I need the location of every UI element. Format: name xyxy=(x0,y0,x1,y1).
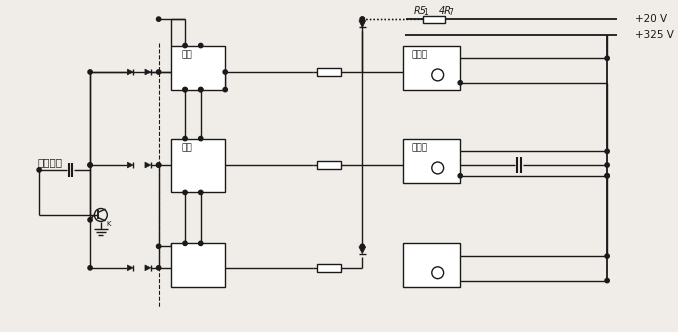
Bar xyxy=(172,45,225,90)
Circle shape xyxy=(183,87,187,92)
Circle shape xyxy=(458,174,462,178)
Text: R5: R5 xyxy=(414,6,427,16)
Bar xyxy=(172,138,225,193)
Circle shape xyxy=(199,190,203,195)
Polygon shape xyxy=(359,21,365,28)
Bar xyxy=(403,138,460,183)
Circle shape xyxy=(157,163,161,167)
Text: +325 V: +325 V xyxy=(635,30,673,40)
Text: +20 V: +20 V xyxy=(635,14,666,24)
Circle shape xyxy=(605,149,610,153)
Polygon shape xyxy=(127,265,133,271)
Circle shape xyxy=(360,244,365,248)
Circle shape xyxy=(360,17,365,21)
Circle shape xyxy=(605,279,610,283)
Circle shape xyxy=(157,266,161,270)
Circle shape xyxy=(605,254,610,258)
Polygon shape xyxy=(359,247,365,254)
Circle shape xyxy=(458,81,462,85)
Text: 光耦: 光耦 xyxy=(182,50,193,59)
Bar xyxy=(403,45,460,90)
Circle shape xyxy=(88,163,92,167)
Circle shape xyxy=(88,266,92,270)
Circle shape xyxy=(199,241,203,245)
Circle shape xyxy=(88,163,92,167)
Text: 驱动信号: 驱动信号 xyxy=(37,157,62,167)
Circle shape xyxy=(605,56,610,60)
Polygon shape xyxy=(127,69,133,75)
Circle shape xyxy=(183,190,187,195)
Text: 驱动管: 驱动管 xyxy=(411,143,427,152)
Bar xyxy=(172,243,225,288)
Bar xyxy=(403,243,460,288)
Circle shape xyxy=(183,136,187,141)
Circle shape xyxy=(223,87,227,92)
Polygon shape xyxy=(127,162,133,168)
Circle shape xyxy=(37,168,41,172)
Circle shape xyxy=(157,244,161,248)
Circle shape xyxy=(183,241,187,245)
Text: 4R: 4R xyxy=(439,6,452,16)
Text: 7: 7 xyxy=(448,8,454,17)
Polygon shape xyxy=(145,162,151,168)
Circle shape xyxy=(183,43,187,48)
Polygon shape xyxy=(145,265,151,271)
Circle shape xyxy=(199,43,203,48)
Circle shape xyxy=(605,163,610,167)
Circle shape xyxy=(199,87,203,92)
Circle shape xyxy=(157,163,161,167)
Circle shape xyxy=(360,17,365,21)
Circle shape xyxy=(157,17,161,21)
Circle shape xyxy=(605,174,610,178)
Text: 驱动管: 驱动管 xyxy=(411,50,427,59)
Circle shape xyxy=(157,70,161,74)
Bar xyxy=(317,161,341,169)
Circle shape xyxy=(199,87,203,92)
Circle shape xyxy=(199,136,203,141)
Bar xyxy=(423,16,445,23)
Text: 1: 1 xyxy=(423,8,428,17)
Bar xyxy=(317,68,341,76)
Bar xyxy=(317,264,341,272)
Polygon shape xyxy=(145,69,151,75)
Text: K: K xyxy=(106,221,111,227)
Text: 光耦: 光耦 xyxy=(182,143,193,152)
Circle shape xyxy=(183,87,187,92)
Circle shape xyxy=(88,218,92,222)
Circle shape xyxy=(88,70,92,74)
Circle shape xyxy=(605,174,610,178)
Circle shape xyxy=(223,70,227,74)
